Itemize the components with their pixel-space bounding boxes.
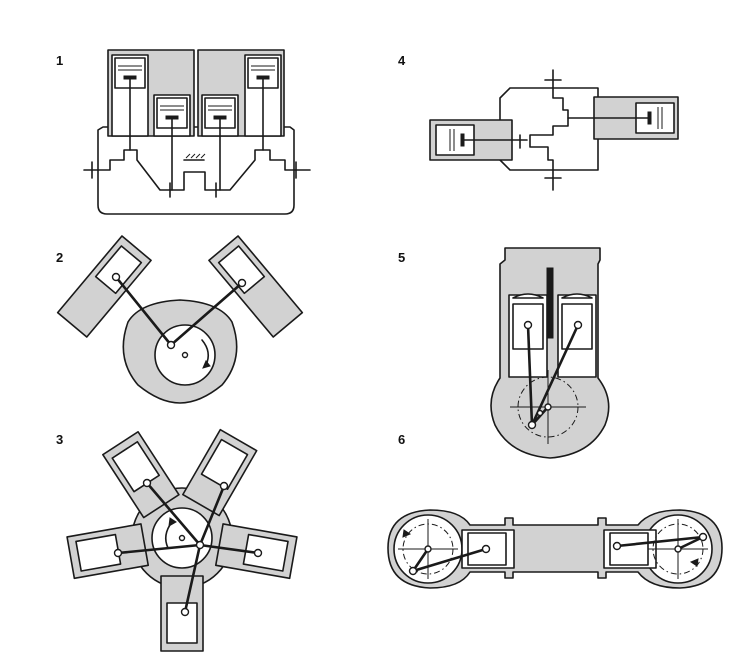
label-2: 2 bbox=[56, 250, 63, 265]
diagram-3-radial-engine: 3 bbox=[56, 428, 298, 652]
diagram-1-inline-engine: 1 bbox=[56, 49, 311, 215]
label-6: 6 bbox=[398, 432, 405, 447]
diagram-2-v-engine: 2 bbox=[56, 235, 304, 404]
label-5: 5 bbox=[398, 250, 405, 265]
diagram-4-opposed-engine: 4 bbox=[398, 53, 679, 191]
diagram-6-opposed-twin: 6 bbox=[387, 432, 723, 589]
label-4: 4 bbox=[398, 53, 406, 68]
label-1: 1 bbox=[56, 53, 63, 68]
diagram-5-twin-engine: 5 bbox=[398, 247, 610, 459]
label-3: 3 bbox=[56, 432, 63, 447]
